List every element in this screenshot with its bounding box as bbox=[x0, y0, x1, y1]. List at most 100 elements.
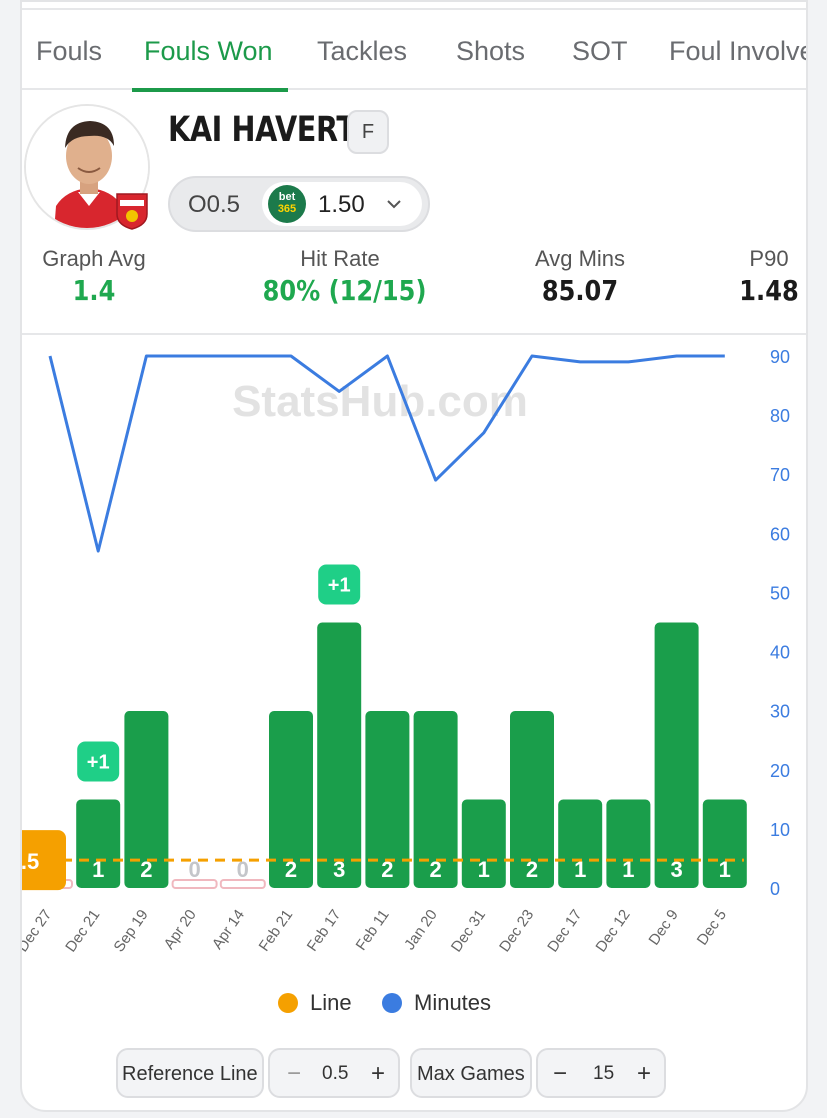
y-axis-tick-label: 40 bbox=[770, 643, 790, 663]
legend-label: Minutes bbox=[414, 990, 492, 1015]
max-games-plus-button[interactable]: + bbox=[636, 1060, 651, 1087]
x-tick-label: Dec 5 bbox=[694, 907, 730, 949]
reference-line-label: .5 bbox=[22, 849, 39, 874]
bar bbox=[365, 711, 410, 888]
x-tick-label: Feb 11 bbox=[353, 907, 393, 954]
position-badge: F bbox=[347, 110, 389, 154]
x-tick-label: Apr 14 bbox=[209, 907, 248, 953]
stat-label: P90 bbox=[749, 246, 789, 271]
x-tick-label: Dec 9 bbox=[645, 907, 681, 949]
bar bbox=[76, 799, 121, 888]
bookmaker-logo: bet 365 bbox=[268, 185, 306, 223]
y-axis-tick-label: 50 bbox=[770, 583, 790, 603]
bar bbox=[510, 711, 554, 888]
legend-item-minutes[interactable]: Minutes bbox=[382, 990, 491, 1016]
bar bbox=[606, 799, 651, 888]
stat-hit-rate: Hit Rate 80% (12/15) bbox=[250, 246, 430, 307]
stats-card: Fouls Fouls Won Tackles Shots SOT Foul I… bbox=[20, 0, 808, 1112]
y-axis-tick-label: 70 bbox=[770, 465, 790, 485]
x-tick-label: Feb 17 bbox=[304, 907, 345, 955]
extra-annotation-badge bbox=[318, 564, 361, 605]
y-axis-tick-label: 0 bbox=[770, 879, 780, 899]
y-axis-tick-label: 20 bbox=[770, 761, 790, 781]
extra-annotation-badge bbox=[77, 741, 120, 782]
stat-value: 1.4 bbox=[72, 274, 116, 307]
club-badge bbox=[114, 192, 150, 230]
x-tick-label: Feb 21 bbox=[256, 907, 297, 955]
reference-line-plus-button[interactable]: + bbox=[370, 1060, 385, 1087]
watermark: StatsHub.com bbox=[232, 377, 528, 426]
x-tick-label: Dec 31 bbox=[448, 907, 489, 956]
x-tick-label: Dec 17 bbox=[544, 907, 585, 956]
extra-annotation-label: +1 bbox=[328, 575, 351, 597]
x-tick-label: Dec 21 bbox=[62, 907, 103, 956]
y-axis-tick-label: 30 bbox=[770, 702, 790, 722]
odds-chip[interactable]: bet 365 1.50 bbox=[262, 182, 422, 226]
tab-foul-involvement[interactable]: Foul Involve bbox=[669, 36, 808, 66]
player-name: KAI HAVERTZ bbox=[168, 110, 376, 150]
player-avatar bbox=[24, 104, 150, 230]
legend-item-line[interactable]: Line bbox=[278, 990, 352, 1016]
y-axis-tick-label: 60 bbox=[770, 524, 790, 544]
x-tick-label: Jan 20 bbox=[401, 907, 441, 954]
bookmaker-name-top: bet bbox=[278, 191, 296, 203]
tab-fouls-won[interactable]: Fouls Won bbox=[144, 36, 273, 66]
stat-label: Hit Rate bbox=[300, 246, 380, 271]
bar-value-label: 0 bbox=[237, 857, 249, 882]
bar-value-label: 1 bbox=[622, 857, 634, 882]
stat-avg-mins: Avg Mins 85.07 bbox=[522, 246, 638, 307]
bar-value-label: 0 bbox=[188, 857, 200, 882]
y-axis-tick-label: 90 bbox=[770, 347, 790, 367]
legend-dot-line bbox=[278, 993, 298, 1013]
tab-sot[interactable]: SOT bbox=[572, 36, 628, 66]
bar bbox=[558, 799, 603, 888]
betting-line-selector[interactable]: O0.5 bet 365 1.50 bbox=[168, 176, 430, 232]
bar bbox=[413, 711, 458, 888]
max-games-minus-button[interactable]: − bbox=[552, 1060, 567, 1087]
tab-fouls[interactable]: Fouls bbox=[36, 36, 103, 66]
stat-value: 80% (12/15) bbox=[262, 274, 427, 307]
minutes-line bbox=[48, 354, 725, 553]
x-tick-label: Dec 27 bbox=[22, 907, 55, 956]
stat-label: Graph Avg bbox=[42, 246, 146, 271]
odds-value: 1.50 bbox=[318, 191, 365, 218]
divider bbox=[22, 333, 806, 335]
legend-dot-minutes bbox=[382, 993, 402, 1013]
reference-line-value: 0.5 bbox=[322, 1063, 349, 1084]
stat-graph-avg: Graph Avg 1.4 bbox=[32, 246, 156, 307]
active-tab-indicator bbox=[132, 88, 288, 92]
bar bbox=[654, 622, 699, 888]
bar-value-label: 3 bbox=[333, 857, 345, 882]
chevron-down-icon[interactable] bbox=[384, 194, 404, 214]
y-axis-tick-label: 80 bbox=[770, 406, 790, 426]
bar bbox=[702, 799, 747, 888]
tab-shots[interactable]: Shots bbox=[456, 36, 526, 66]
stat-value: 85.07 bbox=[541, 274, 619, 307]
x-tick-label: Dec 23 bbox=[496, 907, 537, 956]
reference-line-label: Reference Line bbox=[122, 1063, 258, 1085]
bar-value-label: 1 bbox=[92, 857, 104, 882]
reference-line-stepper: − 0.5 + bbox=[268, 1048, 400, 1098]
x-tick-label: Dec 12 bbox=[592, 907, 633, 956]
betting-line-label: O0.5 bbox=[188, 191, 241, 218]
stat-tabs: Fouls Fouls Won Tackles Shots SOT Foul I… bbox=[22, 8, 808, 92]
bar bbox=[269, 711, 313, 888]
extra-annotation-label: +1 bbox=[87, 752, 110, 774]
reference-line-minus-button[interactable]: − bbox=[286, 1060, 301, 1087]
stat-label: Avg Mins bbox=[534, 246, 626, 271]
bar-miss-marker bbox=[171, 879, 218, 889]
bar-value-label: 2 bbox=[381, 857, 393, 882]
tab-tackles[interactable]: Tackles bbox=[317, 36, 408, 66]
max-games-stepper: − 15 + bbox=[536, 1048, 666, 1098]
max-games-label: Max Games bbox=[417, 1063, 525, 1085]
bar bbox=[124, 711, 169, 888]
y-axis-tick-label: 10 bbox=[770, 820, 790, 840]
bar-miss-marker bbox=[219, 879, 266, 889]
bar-value-label: 1 bbox=[478, 857, 490, 882]
reference-line-marker bbox=[22, 830, 66, 891]
max-games-value: 15 bbox=[593, 1063, 615, 1084]
x-tick-label: Sep 19 bbox=[110, 907, 151, 956]
fouls-won-chart: StatsHub.com Dec 27 1 Dec 21 2 Sep 19 0 Apr 20… bbox=[22, 347, 790, 956]
bar-value-label: 1 bbox=[574, 857, 586, 882]
legend-label: Line bbox=[310, 990, 352, 1015]
